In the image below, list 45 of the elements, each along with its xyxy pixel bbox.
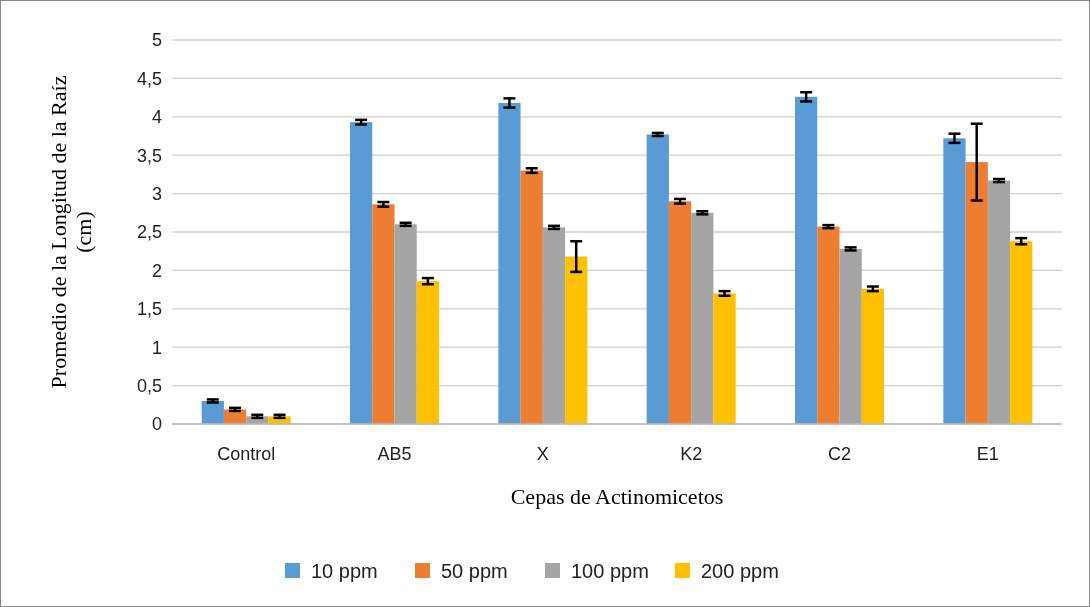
bar bbox=[691, 212, 714, 424]
bar bbox=[498, 102, 521, 424]
bar bbox=[795, 96, 818, 424]
x-tick-label: E1 bbox=[976, 444, 999, 464]
y-tick-label: 1,5 bbox=[136, 299, 162, 320]
bar bbox=[646, 134, 669, 424]
y-tick-label: 2,5 bbox=[136, 222, 162, 243]
bar bbox=[965, 162, 988, 424]
bar bbox=[668, 201, 692, 424]
bar bbox=[943, 138, 966, 424]
y-tick-label: 0 bbox=[151, 414, 162, 435]
y-tick-label: 4 bbox=[151, 107, 162, 128]
y-tick-label: 5 bbox=[151, 30, 162, 51]
legend-label: 100 ppm bbox=[571, 560, 649, 582]
y-axis-title: Promedio de la Longitud de la Raíz (cm) bbox=[45, 75, 96, 389]
y-tick-label: 2 bbox=[151, 260, 162, 281]
x-tick-label: Control bbox=[217, 444, 276, 464]
bar bbox=[565, 256, 588, 424]
bar bbox=[520, 170, 543, 424]
bar bbox=[713, 293, 736, 424]
y-tick-label: 4,5 bbox=[136, 68, 162, 89]
bar bbox=[987, 180, 1011, 424]
x-tick-label: AB5 bbox=[377, 444, 412, 464]
bar bbox=[350, 122, 373, 424]
bar bbox=[223, 409, 247, 424]
bar bbox=[861, 288, 884, 424]
legend-label: 200 ppm bbox=[701, 560, 779, 582]
y-tick-label: 3 bbox=[151, 183, 162, 204]
y-tick-label: 1 bbox=[151, 337, 162, 358]
x-tick-label: K2 bbox=[680, 444, 703, 464]
bar bbox=[372, 204, 395, 424]
bar bbox=[394, 224, 417, 424]
x-tick-label: X bbox=[536, 444, 549, 464]
bar bbox=[416, 281, 439, 424]
legend-label: 10 ppm bbox=[311, 560, 378, 582]
y-tick-label: 3,5 bbox=[136, 145, 162, 166]
bar bbox=[201, 400, 224, 424]
bar bbox=[1010, 241, 1033, 424]
x-tick-label: C2 bbox=[827, 444, 852, 464]
bar bbox=[839, 248, 862, 424]
y-tick-label: 0,5 bbox=[136, 375, 162, 396]
legend-label: 50 ppm bbox=[441, 560, 508, 582]
x-axis-title: Cepas de Actinomicetos bbox=[510, 484, 724, 509]
bar bbox=[817, 226, 840, 424]
bar bbox=[542, 227, 566, 424]
